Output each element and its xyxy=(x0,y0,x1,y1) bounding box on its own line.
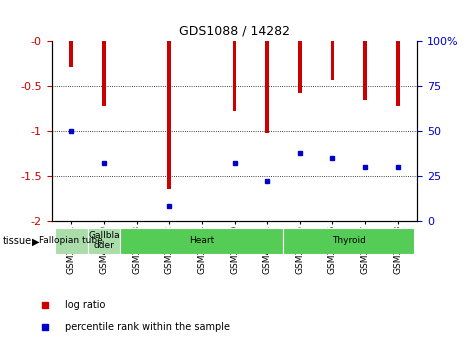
Bar xyxy=(167,41,171,189)
Bar xyxy=(102,41,106,106)
Title: GDS1088 / 14282: GDS1088 / 14282 xyxy=(179,24,290,38)
Bar xyxy=(55,228,88,254)
Text: Heart: Heart xyxy=(189,236,214,245)
Bar xyxy=(331,41,334,80)
Bar xyxy=(233,41,236,111)
Text: Fallopian tube: Fallopian tube xyxy=(39,236,103,245)
Bar xyxy=(298,41,302,93)
Text: Gallbla
dder: Gallbla dder xyxy=(88,231,120,250)
Bar xyxy=(265,41,269,133)
Text: log ratio: log ratio xyxy=(65,300,106,310)
Bar xyxy=(69,41,73,67)
Bar xyxy=(396,41,400,106)
Bar xyxy=(283,228,414,254)
Bar xyxy=(88,228,120,254)
Text: Thyroid: Thyroid xyxy=(332,236,366,245)
Bar xyxy=(363,41,367,100)
Text: ▶: ▶ xyxy=(32,237,39,246)
Bar xyxy=(120,228,283,254)
Text: tissue: tissue xyxy=(2,237,31,246)
Text: percentile rank within the sample: percentile rank within the sample xyxy=(65,322,230,332)
